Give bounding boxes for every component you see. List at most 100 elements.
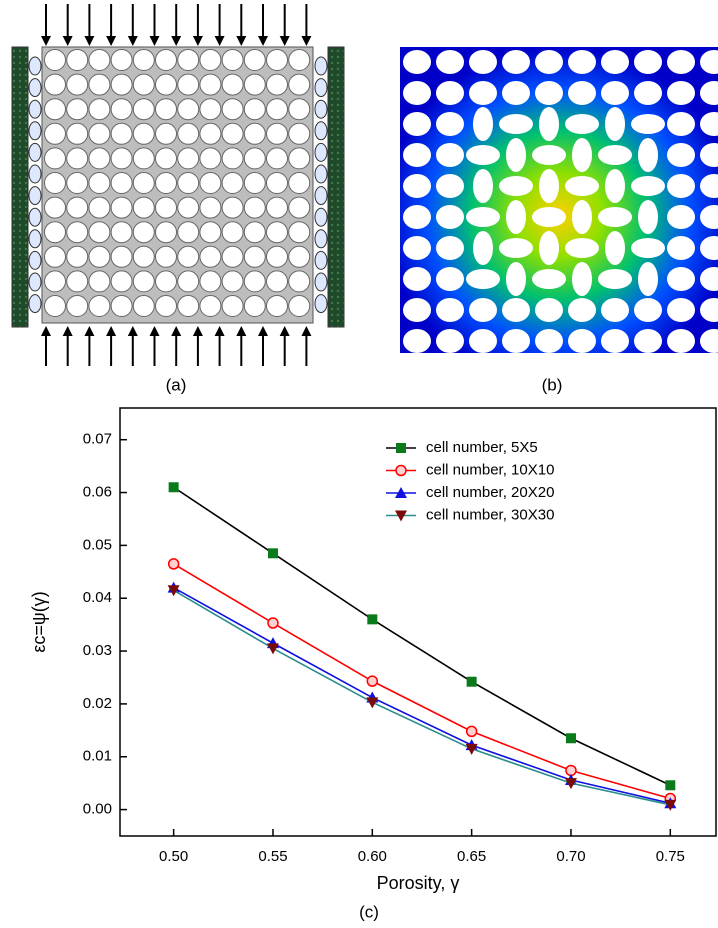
pore [436,236,464,260]
pore [506,262,526,296]
pore [601,81,629,105]
roller [28,78,42,98]
pore [473,169,493,203]
pore [199,98,222,121]
pore [66,295,89,317]
pore [66,98,89,121]
pore [221,270,244,293]
series-line [173,586,671,805]
pore [288,245,311,268]
pore [700,236,718,260]
panel-a [11,4,345,366]
pore [631,176,665,196]
pore [44,98,66,121]
arrowhead [214,326,225,336]
y-tick-label: 0.07 [83,431,112,448]
legend-label: cell number, 20X20 [426,484,554,501]
marker [366,675,379,687]
pore [598,269,632,289]
arrowhead [279,36,290,46]
x-tick-label: 0.50 [159,848,188,865]
marker [266,643,279,655]
pore [266,196,288,219]
marker [665,780,676,791]
pore [66,245,89,268]
pore [403,81,431,105]
pore [403,50,431,74]
pore [243,270,266,293]
pore [110,98,133,121]
pore [436,81,464,105]
pore [199,295,222,317]
pore [66,147,89,170]
pore [132,172,155,194]
pore [243,98,266,121]
pore [288,295,311,317]
arrowhead [192,36,203,46]
pore [221,245,244,268]
pore [532,145,566,165]
pore [177,147,200,170]
pore [667,267,695,291]
pore [568,329,596,353]
pore [155,73,177,96]
marker [367,614,378,625]
pore [506,138,526,172]
pore [288,122,311,145]
pore [221,49,244,71]
pore [601,50,629,74]
pore [403,236,431,260]
pore [605,231,625,265]
pore [88,295,111,317]
pore [535,81,563,105]
roller [314,207,328,227]
marker [466,676,477,687]
x-axis-label: Porosity, γ [377,873,460,893]
pore [466,145,500,165]
roller [314,272,328,292]
arrowhead [214,36,225,46]
caption: (b) [542,375,563,394]
pore [700,205,718,229]
pore [88,245,111,268]
pore [598,145,632,165]
pore [132,49,155,71]
roller [28,99,42,119]
pore [155,122,177,145]
pore [572,200,592,234]
pore [469,50,497,74]
pore [132,98,155,121]
caption: (a) [166,375,187,394]
roller [314,99,328,119]
x-tick-label: 0.60 [358,848,387,865]
pore [667,329,695,353]
pore [605,169,625,203]
pore [700,174,718,198]
pore [288,49,311,71]
arrowhead [41,326,51,336]
y-tick-label: 0.04 [83,589,112,606]
pore [199,147,222,170]
pore [110,172,133,194]
pore [44,172,66,194]
pore [631,114,665,134]
pore [177,122,200,145]
roller [28,207,42,227]
pore [110,49,133,71]
arrowhead [127,36,138,46]
pore [177,245,200,268]
marker [167,585,180,597]
x-tick-label: 0.70 [556,848,585,865]
pore [436,143,464,167]
panel-c: 0.00 0.01 0.02 0.03 0.04 0.05 0.06 0.07 0.50 0.55… [29,407,717,893]
arrowhead [171,36,182,46]
pore [155,221,177,244]
pore [155,245,177,268]
pore [66,172,89,194]
pore [199,172,222,194]
pore [403,329,431,353]
arrowhead [301,326,312,336]
series-line [173,563,671,800]
roller [28,121,42,141]
arrowhead [127,326,138,336]
